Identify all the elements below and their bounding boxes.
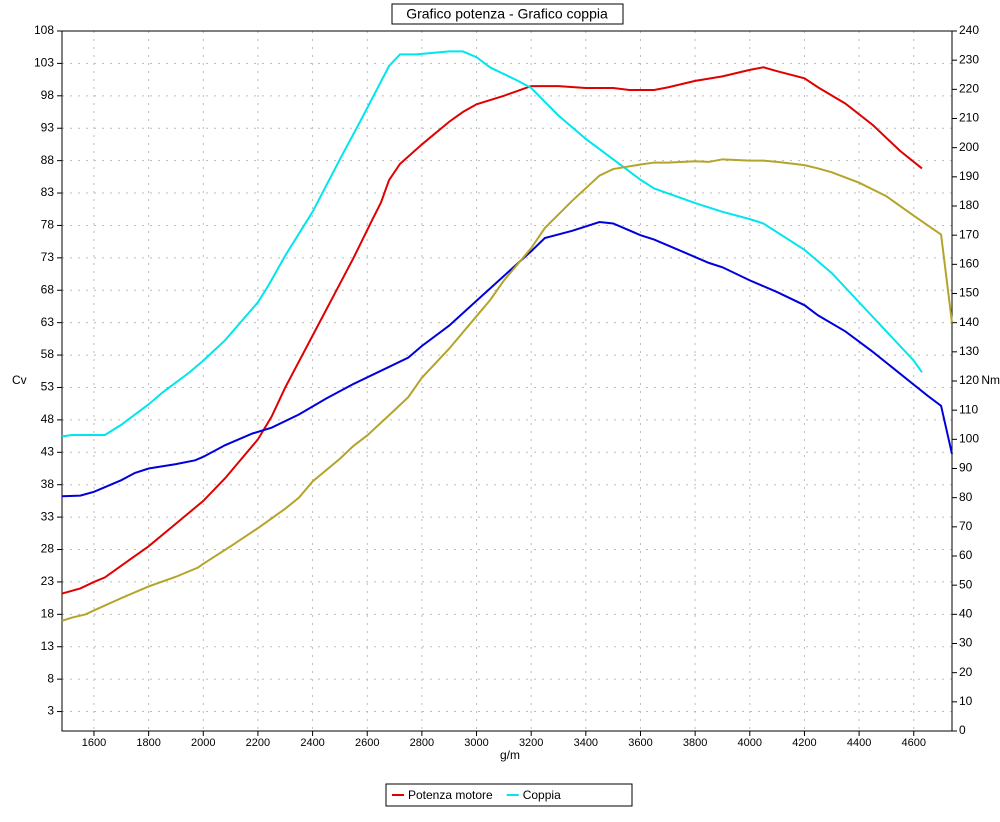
y2-axis-label: Nm <box>981 373 1000 387</box>
y2-tick-label: 150 <box>959 286 979 300</box>
y2-tick-label: 210 <box>959 111 979 125</box>
y2-tick-label: 160 <box>959 257 979 271</box>
y-tick-label: 73 <box>41 250 55 264</box>
y2-tick-label: 240 <box>959 23 979 37</box>
series-line <box>61 158 953 622</box>
series-line <box>61 66 923 595</box>
chart-title: Grafico potenza - Grafico coppia <box>406 6 608 22</box>
y-tick-label: 68 <box>41 282 55 296</box>
y-tick-label: 18 <box>41 607 55 621</box>
legend-label: Potenza motore <box>408 788 493 802</box>
x-tick-label: 1600 <box>82 737 106 749</box>
y2-tick-label: 90 <box>959 461 973 475</box>
y-tick-label: 58 <box>41 347 55 361</box>
y2-tick-label: 140 <box>959 315 979 329</box>
y2-tick-label: 190 <box>959 169 979 183</box>
y2-tick-label: 200 <box>959 140 979 154</box>
y2-tick-label: 10 <box>959 694 973 708</box>
y-tick-label: 23 <box>41 574 55 588</box>
y-tick-label: 78 <box>41 218 55 232</box>
y2-tick-label: 170 <box>959 227 979 241</box>
x-tick-label: 2000 <box>191 737 215 749</box>
plot-frame <box>61 30 953 732</box>
x-tick-label: 2400 <box>300 737 324 749</box>
series-line <box>61 221 953 498</box>
x-tick-label: 4600 <box>902 737 926 749</box>
y2-tick-label: 70 <box>959 519 973 533</box>
y-tick-label: 53 <box>41 380 55 394</box>
y2-tick-label: 60 <box>959 548 973 562</box>
x-tick-label: 3800 <box>683 737 707 749</box>
x-tick-label: 3200 <box>519 737 543 749</box>
x-tick-label: 2200 <box>246 737 270 749</box>
x-tick-label: 3600 <box>628 737 652 749</box>
x-tick-label: 4000 <box>738 737 762 749</box>
x-tick-label: 4400 <box>847 737 871 749</box>
y2-tick-label: 110 <box>959 402 978 416</box>
y-tick-label: 8 <box>47 671 54 685</box>
y2-tick-label: 20 <box>959 665 973 679</box>
y2-tick-label: 50 <box>959 577 973 591</box>
y-tick-label: 93 <box>41 120 55 134</box>
y-tick-label: 3 <box>47 704 54 718</box>
y2-tick-label: 80 <box>959 490 973 504</box>
y2-tick-label: 30 <box>959 636 973 650</box>
x-tick-label: 3400 <box>574 737 598 749</box>
y-tick-label: 38 <box>41 477 55 491</box>
y2-tick-label: 220 <box>959 82 979 96</box>
y2-tick-label: 0 <box>959 723 966 737</box>
y-tick-label: 103 <box>34 56 54 70</box>
x-axis-label: g/m <box>500 748 520 762</box>
y2-tick-label: 230 <box>959 52 979 66</box>
y-tick-label: 48 <box>41 412 55 426</box>
legend-label: Coppia <box>523 788 561 802</box>
y2-tick-label: 180 <box>959 198 979 212</box>
x-tick-label: 2600 <box>355 737 379 749</box>
x-tick-label: 2800 <box>410 737 434 749</box>
y-tick-label: 88 <box>41 153 55 167</box>
y-tick-label: 83 <box>41 185 55 199</box>
y2-tick-label: 100 <box>959 432 979 446</box>
x-tick-label: 1800 <box>136 737 160 749</box>
y-axis-label: Cv <box>12 373 27 387</box>
series-line <box>61 50 923 438</box>
y2-tick-label: 40 <box>959 607 973 621</box>
y-tick-label: 33 <box>41 509 55 523</box>
x-tick-label: 4200 <box>792 737 816 749</box>
y-tick-label: 98 <box>41 88 55 102</box>
y-tick-label: 28 <box>41 542 55 556</box>
x-tick-label: 3000 <box>464 737 488 749</box>
y2-tick-label: 120 <box>959 373 979 387</box>
y-tick-label: 13 <box>41 639 55 653</box>
y-tick-label: 43 <box>41 444 55 458</box>
y2-tick-label: 130 <box>959 344 979 358</box>
title-box <box>391 3 624 25</box>
y-tick-label: 108 <box>34 23 54 37</box>
y-tick-label: 63 <box>41 315 55 329</box>
